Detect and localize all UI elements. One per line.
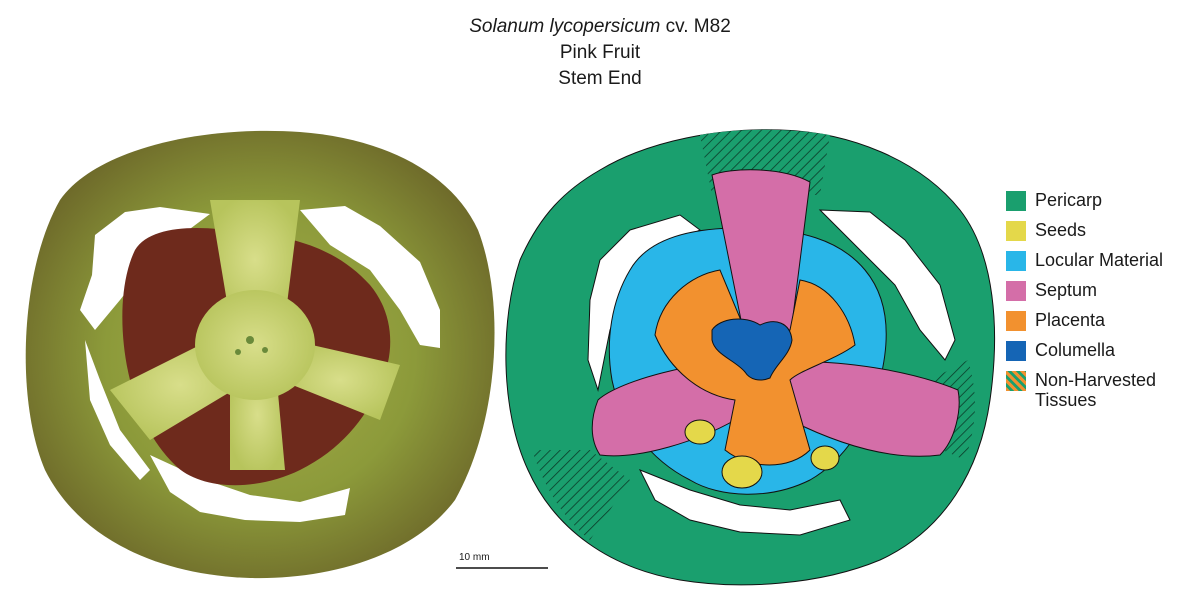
legend-item-seeds: Seeds [1006,220,1163,250]
legend-swatch [1006,341,1026,361]
legend-label: Seeds [1035,220,1087,240]
legend-swatch [1006,221,1026,241]
cultivar-name: cv. M82 [665,16,731,37]
segment-seeds [684,419,840,489]
legend-item-placenta: Placenta [1006,310,1163,340]
legend-item-septum: Septum [1006,280,1163,310]
legend-swatch-hatched [1006,371,1026,391]
legend-item-columella: Columella [1006,340,1163,370]
legend-label: Septum [1035,280,1098,300]
segment-non-harvested-left [532,450,630,540]
photo-columella-spots [235,336,268,355]
legend-item-locular-material: Locular Material [1006,250,1163,280]
photo-septum [110,200,400,470]
legend-swatch [1006,281,1026,301]
legend-label: Placenta [1035,310,1106,330]
tomato-photo [25,130,495,579]
legend-swatch [1006,251,1026,271]
legend-item-non-harvested: Non-Harvested Tissues [1006,370,1163,416]
seed [684,419,716,445]
species-name: Solanum lycopersicum [469,16,661,37]
legend: Pericarp Seeds Locular Material Septum P… [1006,190,1163,416]
fruit-stage: Pink Fruit [559,42,641,63]
legend-item-pericarp: Pericarp [1006,190,1163,220]
segment-septum [591,169,960,457]
legend-swatch [1006,311,1026,331]
legend-swatch [1006,191,1026,211]
seed [721,455,763,489]
seed [810,445,840,471]
legend-label: Non-Harvested Tissues [1035,370,1157,410]
legend-label: Columella [1035,340,1116,360]
figure-title: Solanum lycopersicum cv. M82 Pink Fruit … [0,14,1200,92]
tomato-segmentation [505,129,996,586]
legend-label: Pericarp [1035,190,1103,210]
legend-label: Locular Material [1035,250,1164,270]
section-name: Stem End [558,68,642,89]
segment-columella [711,318,793,381]
scale-bar-label: 10 mm [459,552,490,563]
